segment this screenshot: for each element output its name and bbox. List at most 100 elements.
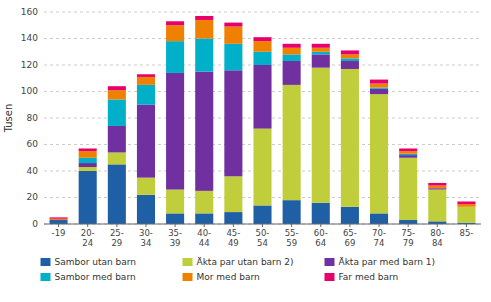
bars (50, 16, 476, 224)
x-tick-label-line: 40- (197, 228, 211, 238)
bar-segment (79, 171, 97, 224)
bar-segment (50, 220, 68, 221)
x-tick (233, 224, 234, 227)
bar-segment (312, 48, 330, 52)
legend-swatch (183, 258, 193, 266)
x-tick-label-line: 55- (285, 228, 299, 238)
bar-segment (457, 201, 475, 204)
x-tick-label: 55-59 (285, 228, 299, 248)
legend-label: Far med barn (339, 272, 399, 282)
bar-segment (137, 178, 155, 195)
x-tick-label: 20-24 (81, 228, 95, 248)
x-tick-label-line: 75- (401, 228, 415, 238)
x-tick-label-line: 49 (228, 238, 239, 248)
bar-segment (166, 21, 184, 25)
x-tick-label-line: 85- (459, 228, 473, 238)
bar-segment (79, 167, 97, 171)
x-tick-label: -19 (52, 228, 66, 238)
bar-segment (428, 190, 446, 222)
x-tick-label-line: -19 (52, 228, 66, 238)
x-tick-label-line: 24 (82, 238, 93, 248)
bar-segment (312, 54, 330, 67)
series (79, 54, 447, 190)
x-axis: -19 20-24 25-29 30-34 35-39 40-44 45-49 50-54 55… (44, 224, 481, 248)
bar-segment (166, 213, 184, 224)
bar-segment (341, 58, 359, 61)
bar-segment (50, 219, 68, 220)
bar-segment (108, 99, 126, 126)
bar-segment (428, 186, 446, 189)
bar-segment (224, 44, 242, 71)
x-tick-label: 80-84 (430, 228, 444, 248)
x-tick-label: 60-64 (314, 228, 328, 248)
x-tick-label-line: 35- (168, 228, 182, 238)
bar-segment (79, 148, 97, 151)
bar-segment (253, 41, 271, 52)
x-tick-label-line: 20- (81, 228, 95, 238)
bar-segment (399, 158, 417, 220)
bar-segment (370, 94, 388, 213)
bar-segment (108, 164, 126, 224)
y-tick-label: 60 (27, 139, 39, 149)
x-tick-label-line: 45- (226, 228, 240, 238)
legend-label: Äkta par med barn 1) (339, 257, 436, 267)
bar-segment (457, 204, 475, 207)
legend-swatch (41, 273, 51, 281)
x-tick-label-line: 70- (372, 228, 386, 238)
bar-segment (50, 220, 68, 221)
bar-segment (253, 65, 271, 129)
bar-segment (195, 191, 213, 214)
legend-label: Mor med barn (197, 272, 260, 282)
x-tick (349, 224, 350, 227)
bar-segment (370, 84, 388, 88)
bar-segment (224, 176, 242, 212)
bar-segment (399, 148, 417, 151)
bar-segment (108, 86, 126, 90)
bar-segment (50, 217, 68, 218)
x-tick-label: 45-49 (226, 228, 240, 248)
bar-segment (341, 54, 359, 58)
legend-swatch (325, 258, 335, 266)
x-tick-label: 35-39 (168, 228, 182, 248)
bar-segment (283, 48, 301, 55)
x-tick-label-line: 44 (199, 238, 210, 248)
bar-segment (370, 88, 388, 89)
bar-segment (370, 80, 388, 84)
bar-segment (137, 74, 155, 77)
y-tick-label: 140 (21, 33, 38, 43)
x-tick (145, 224, 146, 227)
x-tick (408, 224, 409, 227)
bar-segment (399, 155, 417, 158)
series (79, 68, 476, 223)
bar-segment (341, 207, 359, 224)
x-tick-label-line: 29 (111, 238, 122, 248)
bar-segment (108, 126, 126, 153)
bar-segment (79, 163, 97, 167)
legend-label: Äkta par utan barn 2) (197, 257, 294, 267)
x-tick-label-line: 74 (374, 238, 385, 248)
x-tick (262, 224, 263, 227)
x-tick (320, 224, 321, 227)
bar-segment (253, 37, 271, 41)
x-tick-label: 50-54 (256, 228, 270, 248)
bar-segment (283, 44, 301, 48)
bar-segment (370, 89, 388, 94)
bar-segment (341, 61, 359, 69)
x-tick (116, 224, 117, 227)
x-tick-label-line: 25- (110, 228, 124, 238)
x-tick-label-line: 59 (286, 238, 297, 248)
bar-segment (399, 154, 417, 155)
y-tick-label: 20 (27, 192, 39, 202)
x-tick (58, 224, 59, 227)
legend: Sambor utan barnÄkta par utan barn 2)Äkt… (41, 257, 436, 282)
bar-segment (283, 200, 301, 224)
x-tick-label: 40-44 (197, 228, 211, 248)
bar-segment (283, 54, 301, 61)
bar-segment (312, 68, 330, 203)
legend-swatch (325, 273, 335, 281)
x-tick-label: 30-34 (139, 228, 153, 248)
bar-segment (312, 52, 330, 55)
x-tick-label-line: 84 (432, 238, 443, 248)
bar-segment (166, 25, 184, 41)
bar-segment (137, 195, 155, 224)
